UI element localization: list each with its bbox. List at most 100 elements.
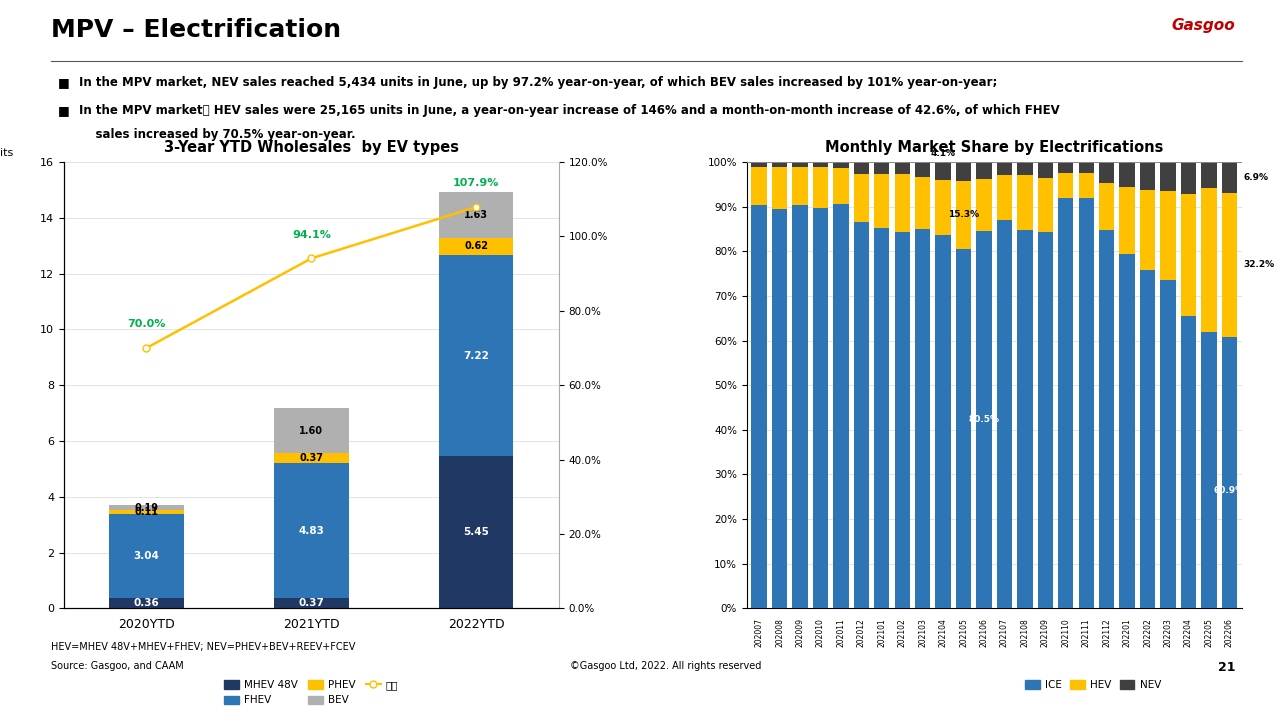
Title: 3-Year YTD Wholesales  by EV types: 3-Year YTD Wholesales by EV types [164, 140, 460, 156]
Bar [1079, 173, 1094, 198]
Bar [854, 174, 869, 222]
Bar [1201, 162, 1216, 188]
Bar [1120, 162, 1135, 186]
Text: 4.83: 4.83 [298, 526, 324, 536]
Text: sales increased by 70.5% year-on-year.: sales increased by 70.5% year-on-year. [79, 128, 356, 141]
Bar [833, 204, 849, 608]
Bar [895, 162, 910, 174]
Bar [1120, 186, 1135, 253]
Text: 5.45: 5.45 [463, 527, 489, 537]
Bar [439, 255, 513, 456]
Bar [1079, 198, 1094, 608]
Text: 15.3%: 15.3% [948, 210, 979, 220]
Bar [772, 167, 787, 209]
Bar [1120, 253, 1135, 608]
Text: 32.2%: 32.2% [1244, 260, 1275, 269]
Text: 0.62: 0.62 [465, 241, 489, 251]
Bar [1100, 184, 1115, 230]
Text: 0.11: 0.11 [134, 507, 159, 517]
Bar [109, 598, 183, 608]
Text: 0.37: 0.37 [300, 453, 324, 463]
Bar [1221, 193, 1236, 336]
Bar [109, 505, 183, 510]
Bar [109, 513, 183, 598]
Bar [813, 167, 828, 208]
Bar [1018, 230, 1033, 608]
Bar [977, 230, 992, 608]
Bar [874, 174, 890, 228]
Bar [1059, 173, 1074, 198]
Bar [997, 220, 1012, 608]
Bar [895, 174, 910, 232]
Bar [915, 162, 931, 176]
Bar [1100, 162, 1115, 184]
Bar [1180, 317, 1196, 608]
Text: 6.9%: 6.9% [1244, 173, 1268, 182]
Text: K units: K units [0, 148, 13, 158]
Bar [977, 162, 992, 179]
Bar [874, 162, 890, 174]
Text: 4.1%: 4.1% [931, 148, 956, 158]
Bar [751, 205, 767, 608]
Bar [874, 228, 890, 608]
Bar [109, 510, 183, 513]
Bar [833, 162, 849, 168]
Text: 107.9%: 107.9% [453, 179, 499, 189]
Bar [854, 162, 869, 174]
Bar [936, 180, 951, 235]
Bar [936, 162, 951, 180]
Bar [854, 222, 869, 608]
Bar [1140, 190, 1156, 269]
Text: 21: 21 [1217, 661, 1235, 674]
Bar [956, 162, 972, 181]
Text: 1.63: 1.63 [465, 210, 489, 220]
Bar [274, 464, 348, 598]
Bar [751, 162, 767, 167]
Text: 0.36: 0.36 [133, 598, 159, 608]
Text: 94.1%: 94.1% [292, 230, 330, 240]
Bar [813, 162, 828, 167]
Bar [274, 408, 348, 453]
Bar [1201, 188, 1216, 332]
Text: 70.0%: 70.0% [127, 320, 165, 329]
Text: 1.60: 1.60 [300, 426, 324, 436]
Text: ■: ■ [58, 104, 69, 117]
Text: Gasgoo: Gasgoo [1171, 18, 1235, 33]
Bar [1140, 269, 1156, 608]
Bar [833, 168, 849, 204]
Bar [1018, 162, 1033, 176]
Bar [751, 167, 767, 205]
Bar [1180, 194, 1196, 317]
Bar [915, 176, 931, 229]
Bar [956, 181, 972, 249]
Bar [1038, 232, 1053, 608]
Text: 60.9%: 60.9% [1213, 486, 1245, 495]
Bar [439, 192, 513, 238]
Bar [1161, 162, 1175, 191]
Bar [1161, 191, 1175, 280]
Text: 3.04: 3.04 [133, 551, 160, 561]
Bar [915, 229, 931, 608]
Text: Source: Gasgoo, and CAAM: Source: Gasgoo, and CAAM [51, 661, 184, 671]
Bar [977, 179, 992, 230]
Bar [936, 235, 951, 608]
Bar [1100, 230, 1115, 608]
Text: HEV=MHEV 48V+MHEV+FHEV; NEV=PHEV+BEV+REEV+FCEV: HEV=MHEV 48V+MHEV+FHEV; NEV=PHEV+BEV+REE… [51, 642, 356, 652]
Bar [792, 167, 808, 205]
Bar [1221, 336, 1236, 608]
Bar [895, 232, 910, 608]
Text: 0.19: 0.19 [134, 503, 159, 513]
Bar [1038, 162, 1053, 178]
Bar [1059, 198, 1074, 608]
Bar [1018, 176, 1033, 230]
Text: 80.5%: 80.5% [969, 415, 1000, 424]
Bar [997, 162, 1012, 176]
Text: In the MPV market, NEV sales reached 5,434 units in June, up by 97.2% year-on-ye: In the MPV market, NEV sales reached 5,4… [79, 76, 997, 89]
Text: 0.37: 0.37 [298, 598, 324, 608]
Bar [772, 162, 787, 167]
Bar [813, 208, 828, 608]
Title: Monthly Market Share by Electrifications: Monthly Market Share by Electrifications [826, 140, 1164, 156]
Bar [439, 456, 513, 608]
Text: 7.22: 7.22 [463, 351, 489, 361]
Text: MPV – Electrification: MPV – Electrification [51, 18, 342, 42]
